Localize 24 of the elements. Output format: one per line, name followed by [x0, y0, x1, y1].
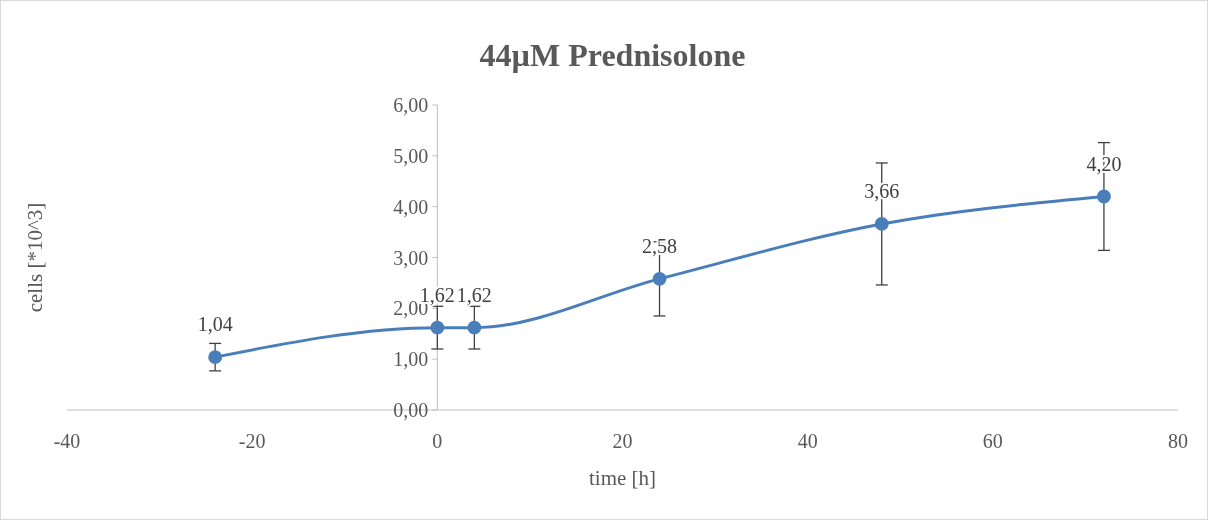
y-tick-label: 1,00: [393, 348, 429, 371]
point: [652, 271, 667, 286]
y-tick-label: 4,00: [393, 195, 429, 218]
x-tick-label: -40: [53, 430, 81, 452]
point: [430, 320, 445, 335]
x-tick-label: 0: [432, 430, 443, 452]
y-tick-label: 0,00: [393, 399, 429, 421]
point: [1097, 189, 1111, 204]
data-label: 1,04: [197, 313, 233, 336]
y-tick-label: 6,00: [393, 94, 429, 116]
point: [874, 217, 889, 231]
x-tick-label: 60: [982, 430, 1003, 452]
y-tick-label: 3,00: [393, 246, 429, 269]
x-tick-label: 20: [612, 430, 633, 452]
y-axis-title: cells [*10^3]: [23, 202, 47, 313]
x-axis-title: time [h]: [588, 466, 657, 490]
x-tick-label: 80: [1168, 430, 1188, 452]
x-tick-label: -20: [238, 430, 266, 452]
point: [467, 320, 482, 335]
x-tick-label: 40: [797, 430, 818, 452]
data-label: 1,62: [456, 283, 492, 306]
chart-title: 44µM Prednisolone: [479, 37, 746, 73]
y-tick-label: 5,00: [393, 144, 429, 167]
point: [208, 350, 223, 365]
